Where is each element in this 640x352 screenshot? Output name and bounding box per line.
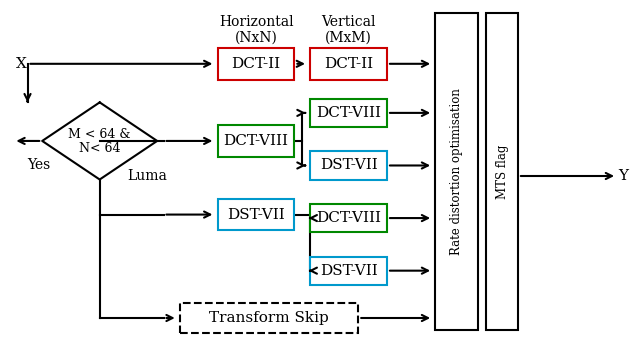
- Text: DCT-II: DCT-II: [324, 57, 373, 71]
- Bar: [310, 204, 387, 232]
- Text: X: X: [16, 57, 27, 71]
- Text: Horizontal
(NxN): Horizontal (NxN): [219, 15, 294, 45]
- Text: M < 64 &: M < 64 &: [68, 128, 131, 141]
- Text: DCT-VIII: DCT-VIII: [316, 106, 381, 120]
- Text: DST-VII: DST-VII: [227, 208, 285, 221]
- Text: DST-VII: DST-VII: [320, 158, 378, 172]
- Text: Transform Skip: Transform Skip: [209, 311, 329, 325]
- Bar: [310, 257, 387, 285]
- Text: Y: Y: [618, 169, 628, 183]
- Text: MTS flag: MTS flag: [495, 144, 509, 199]
- Bar: [435, 13, 478, 330]
- Bar: [310, 99, 387, 127]
- Text: DCT-VIII: DCT-VIII: [316, 211, 381, 225]
- Bar: [310, 151, 387, 180]
- Text: Vertical
(MxM): Vertical (MxM): [321, 15, 376, 45]
- Bar: [179, 303, 358, 333]
- Bar: [486, 13, 518, 330]
- Bar: [218, 125, 294, 157]
- Text: DCT-VIII: DCT-VIII: [223, 134, 289, 148]
- Text: DST-VII: DST-VII: [320, 264, 378, 278]
- Text: Rate distortion optimisation: Rate distortion optimisation: [450, 88, 463, 255]
- Bar: [310, 48, 387, 80]
- Text: Luma: Luma: [127, 169, 168, 183]
- Text: Yes: Yes: [28, 158, 51, 172]
- Bar: [218, 48, 294, 80]
- Text: DCT-II: DCT-II: [232, 57, 281, 71]
- Text: N< 64: N< 64: [79, 142, 120, 155]
- Bar: [218, 199, 294, 230]
